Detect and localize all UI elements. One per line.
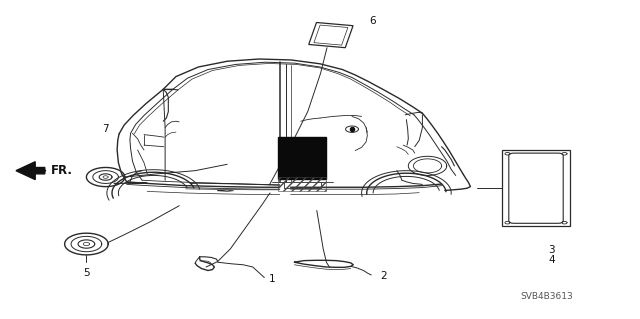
Polygon shape: [16, 162, 45, 180]
Text: SVB4B3613: SVB4B3613: [521, 292, 573, 301]
Text: FR.: FR.: [51, 164, 73, 177]
Bar: [278, 177, 326, 191]
Bar: [278, 137, 326, 179]
Text: 5: 5: [83, 268, 90, 278]
Text: 4: 4: [548, 255, 555, 265]
Text: 6: 6: [369, 16, 376, 26]
Text: 1: 1: [269, 274, 275, 284]
Bar: [502, 150, 570, 226]
Text: 2: 2: [381, 271, 387, 281]
Text: 7: 7: [102, 124, 109, 134]
Text: 3: 3: [548, 245, 555, 256]
